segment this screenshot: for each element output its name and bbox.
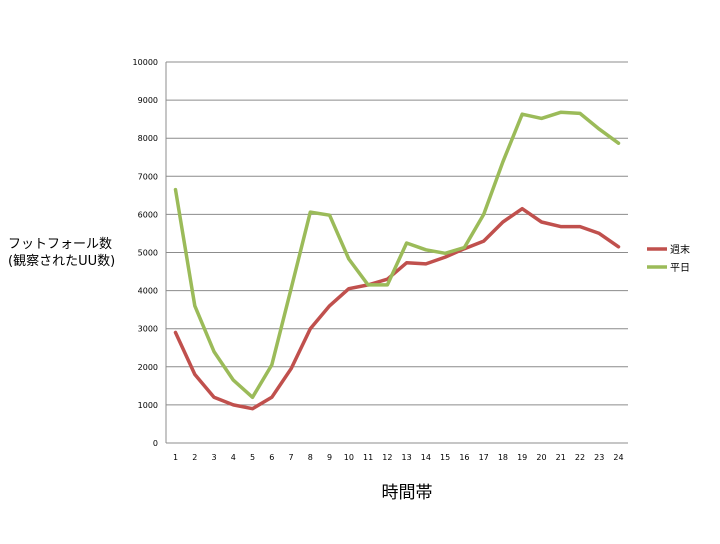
x-tick-label: 9 (327, 453, 332, 462)
x-tick-label: 23 (594, 453, 604, 462)
x-tick-label: 8 (308, 453, 313, 462)
x-tick-label: 2 (192, 453, 197, 462)
x-tick-label: 18 (498, 453, 508, 462)
x-tick-label: 1 (173, 453, 178, 462)
x-tick-label: 4 (231, 453, 236, 462)
series-lines (173, 110, 621, 411)
x-tick-label: 14 (421, 453, 431, 462)
x-tick-label: 13 (402, 453, 412, 462)
series-line-0 (173, 206, 621, 411)
x-tick-label: 7 (289, 453, 294, 462)
x-tick-label: 20 (536, 453, 546, 462)
x-tick-label: 17 (479, 453, 489, 462)
y-axis-ticks: 0 1000 2000 3000 4000 5000 6000 7000 8000 9000 100… (133, 58, 158, 448)
y-tick-label: 3000 (138, 325, 158, 334)
y-tick-label: 2000 (138, 363, 158, 372)
x-tick-label: 3 (211, 453, 216, 462)
x-tick-label: 6 (269, 453, 274, 462)
series-line-1 (173, 110, 621, 400)
legend-label-1: 平日 (670, 263, 690, 274)
x-tick-label: 11 (363, 453, 373, 462)
y-tick-label: 9000 (138, 96, 158, 105)
y-tick-label: 5000 (138, 249, 158, 258)
x-tick-label: 12 (382, 453, 392, 462)
x-tick-label: 19 (517, 453, 527, 462)
y-tick-label: 4000 (138, 287, 158, 296)
y-axis-label-line-1: フットフォール数 (8, 237, 112, 252)
x-tick-label: 16 (459, 453, 469, 462)
x-axis-label: 時間帯 (382, 483, 433, 503)
x-tick-label: 15 (440, 453, 450, 462)
y-tick-label: 6000 (138, 210, 158, 219)
x-tick-label: 22 (575, 453, 585, 462)
x-tick-label: 5 (250, 453, 255, 462)
y-tick-label: 1000 (138, 401, 158, 410)
y-tick-label: 10000 (133, 58, 158, 67)
y-tick-label: 0 (153, 439, 158, 448)
y-axis-label-line-2: (観察されたUU数) (8, 254, 115, 269)
y-tick-label: 8000 (138, 134, 158, 143)
x-tick-label: 10 (344, 453, 354, 462)
x-axis-ticks: 1 2 3 4 5 6 7 8 9 10 11 12 13 14 15 16 17 18 19 20 21 22 23 24 (173, 453, 624, 462)
legend-label-0: 週末 (670, 243, 690, 256)
gridlines (165, 61, 628, 444)
y-tick-label: 7000 (138, 172, 158, 181)
x-tick-label: 24 (613, 453, 623, 462)
x-tick-label: 21 (556, 453, 566, 462)
